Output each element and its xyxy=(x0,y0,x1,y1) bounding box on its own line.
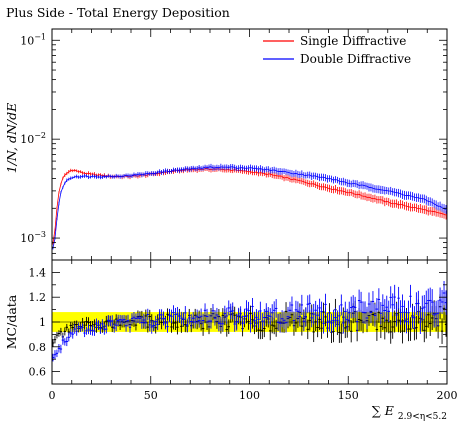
x-tick-label: 200 xyxy=(437,389,458,402)
ratio-y-tick-label: 1.2 xyxy=(29,291,47,304)
y-tick-label: 10−1 xyxy=(20,32,46,47)
x-tick-label: 0 xyxy=(49,389,56,402)
main-plot-panel: 10−3 10−2 10−1 xyxy=(20,28,448,268)
ratio-series-double-diffractive xyxy=(51,280,448,362)
ratio-y-axis-label: MC/data xyxy=(4,294,19,349)
x-tick-label: 150 xyxy=(338,389,359,402)
ratio-y-tick-label: 0.6 xyxy=(29,366,47,379)
ratio-y-tick-label: 0.8 xyxy=(29,341,47,354)
y-tick-label: 10−2 xyxy=(20,131,46,146)
legend-label-single-diffractive: Single Diffractive xyxy=(300,34,406,48)
legend-label-double-diffractive: Double Diffractive xyxy=(300,52,411,66)
x-axis-label-text: ∑ E xyxy=(372,403,394,418)
x-tick-label: 100 xyxy=(239,389,260,402)
main-y-axis-label-text: 1/N, dN/dE xyxy=(4,103,19,174)
x-axis-label-subscript: 2.9<η<5.2 xyxy=(398,412,447,422)
series-line xyxy=(52,166,447,249)
series-double-diffractive xyxy=(52,163,447,250)
x-axis-label: ∑ E 2.9<η<5.2 xyxy=(372,403,447,422)
y-tick-label: 10−3 xyxy=(20,230,46,245)
ratio-y-tick-label: 1 xyxy=(39,316,46,329)
series-line xyxy=(52,167,447,244)
legend: Single Diffractive Double Diffractive xyxy=(263,34,411,66)
ratio-plot-panel: 0.6 0.8 1 1.2 1.4 0 50 100 150 200 xyxy=(29,259,458,402)
chart-title: Plus Side - Total Energy Deposition xyxy=(6,5,230,20)
ratio-y-axis-label-text: MC/data xyxy=(4,294,19,349)
x-tick-label: 50 xyxy=(144,389,158,402)
main-y-axis-label: 1/N, dN/dE xyxy=(4,103,19,174)
ratio-y-tick-label: 1.4 xyxy=(29,266,47,279)
